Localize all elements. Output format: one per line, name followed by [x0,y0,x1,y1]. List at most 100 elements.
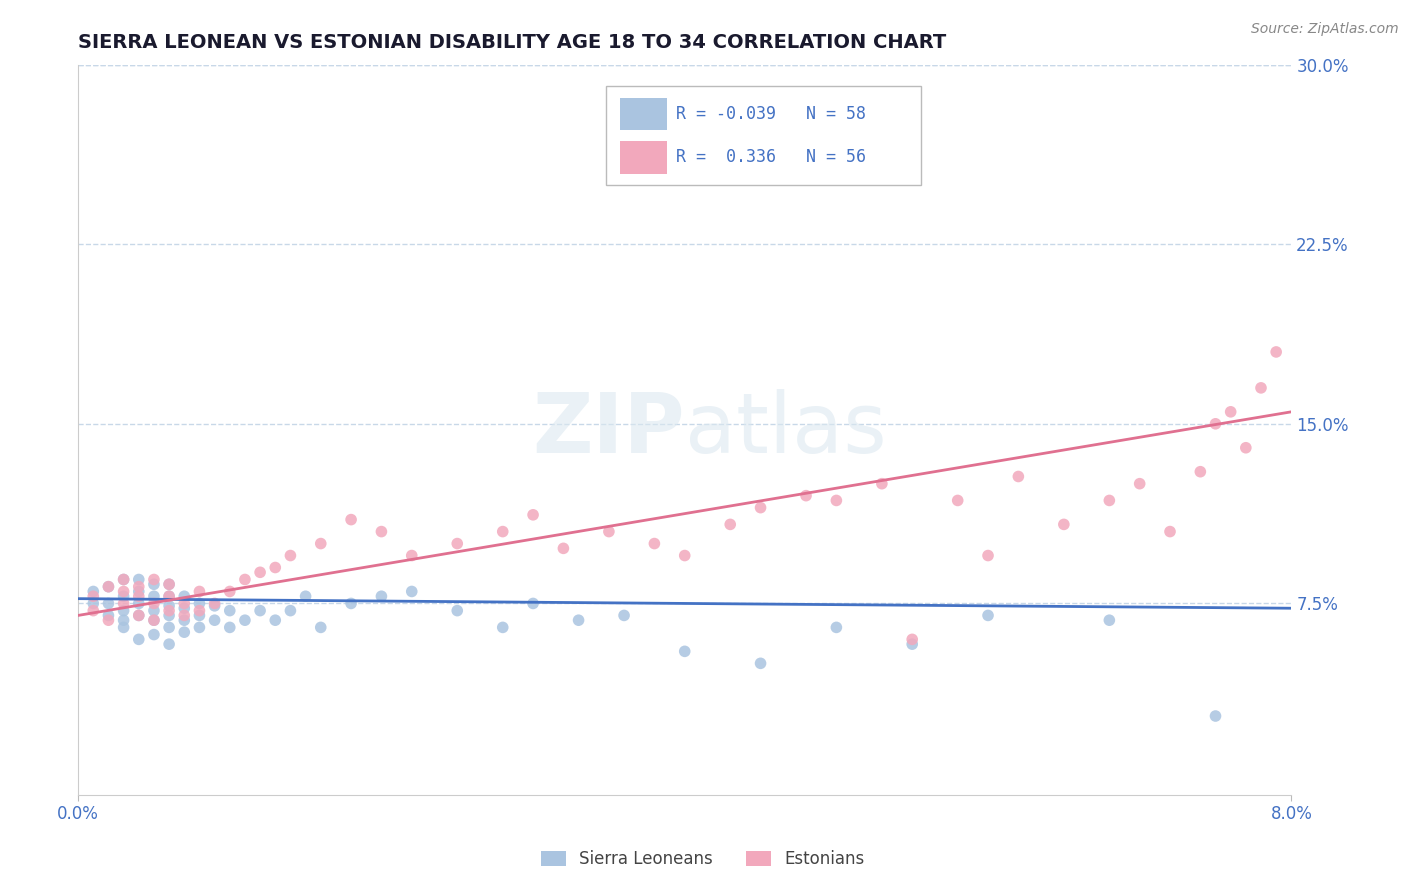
Point [280,549,302,563]
Point [128,608,150,623]
Point [82,584,104,599]
Point [157,599,180,613]
Point [1205,417,1227,431]
Point [492,524,515,539]
Point [522,508,544,522]
Text: SIERRA LEONEAN VS ESTONIAN DISABILITY AGE 18 TO 34 CORRELATION CHART: SIERRA LEONEAN VS ESTONIAN DISABILITY AG… [79,33,946,52]
Point [112,597,135,611]
Point [157,577,180,591]
Point [233,613,256,627]
Point [1219,405,1241,419]
Point [128,580,150,594]
Point [492,620,515,634]
Point [901,637,924,651]
Point [204,599,226,613]
Point [157,577,180,591]
Point [128,584,150,599]
Point [128,632,150,647]
Point [142,573,165,587]
Point [901,632,924,647]
Point [142,604,165,618]
Point [173,601,195,615]
Point [1053,517,1076,532]
Point [188,597,211,611]
Point [157,604,180,618]
Point [977,549,1000,563]
Point [97,580,120,594]
Point [264,560,287,574]
FancyBboxPatch shape [606,87,921,185]
Text: R = -0.039   N = 58: R = -0.039 N = 58 [676,105,866,123]
Point [218,604,240,618]
Point [173,597,195,611]
Point [825,493,848,508]
Point [613,608,636,623]
Point [309,536,332,550]
Text: R =  0.336   N = 56: R = 0.336 N = 56 [676,148,866,167]
Point [128,589,150,603]
Point [1098,613,1121,627]
Point [280,604,302,618]
Point [309,620,332,634]
Point [340,597,363,611]
Point [173,625,195,640]
Point [188,608,211,623]
Point [1098,493,1121,508]
Point [1205,709,1227,723]
Point [370,524,392,539]
Point [97,608,120,623]
Point [142,577,165,591]
Point [749,657,772,671]
Point [142,597,165,611]
Text: Source: ZipAtlas.com: Source: ZipAtlas.com [1251,22,1399,37]
Point [142,613,165,627]
Point [294,589,316,603]
Point [1234,441,1257,455]
Point [97,613,120,627]
Point [1159,524,1181,539]
Point [598,524,620,539]
Point [749,500,772,515]
Bar [620,97,666,130]
Point [82,597,104,611]
Point [401,549,423,563]
Point [218,584,240,599]
Point [173,608,195,623]
Legend: Sierra Leoneans, Estonians: Sierra Leoneans, Estonians [534,844,872,875]
Point [825,620,848,634]
Point [446,536,468,550]
Point [112,604,135,618]
Point [718,517,741,532]
Point [977,608,1000,623]
Point [157,589,180,603]
Point [157,608,180,623]
Point [97,597,120,611]
Point [157,589,180,603]
Point [1265,345,1288,359]
Point [157,637,180,651]
Point [142,589,165,603]
Point [1250,381,1272,395]
Bar [620,141,666,174]
Point [673,644,696,658]
Text: ZIP: ZIP [533,389,685,470]
Point [568,613,591,627]
Point [522,597,544,611]
Point [82,604,104,618]
Point [142,627,165,641]
Point [643,536,665,550]
Point [1189,465,1212,479]
Point [97,580,120,594]
Point [1007,469,1029,483]
Point [188,604,211,618]
Point [112,584,135,599]
Point [112,613,135,627]
Point [249,604,271,618]
Point [946,493,969,508]
Point [128,597,150,611]
Point [218,620,240,634]
Point [401,584,423,599]
Point [340,513,363,527]
Point [173,589,195,603]
Point [128,608,150,623]
